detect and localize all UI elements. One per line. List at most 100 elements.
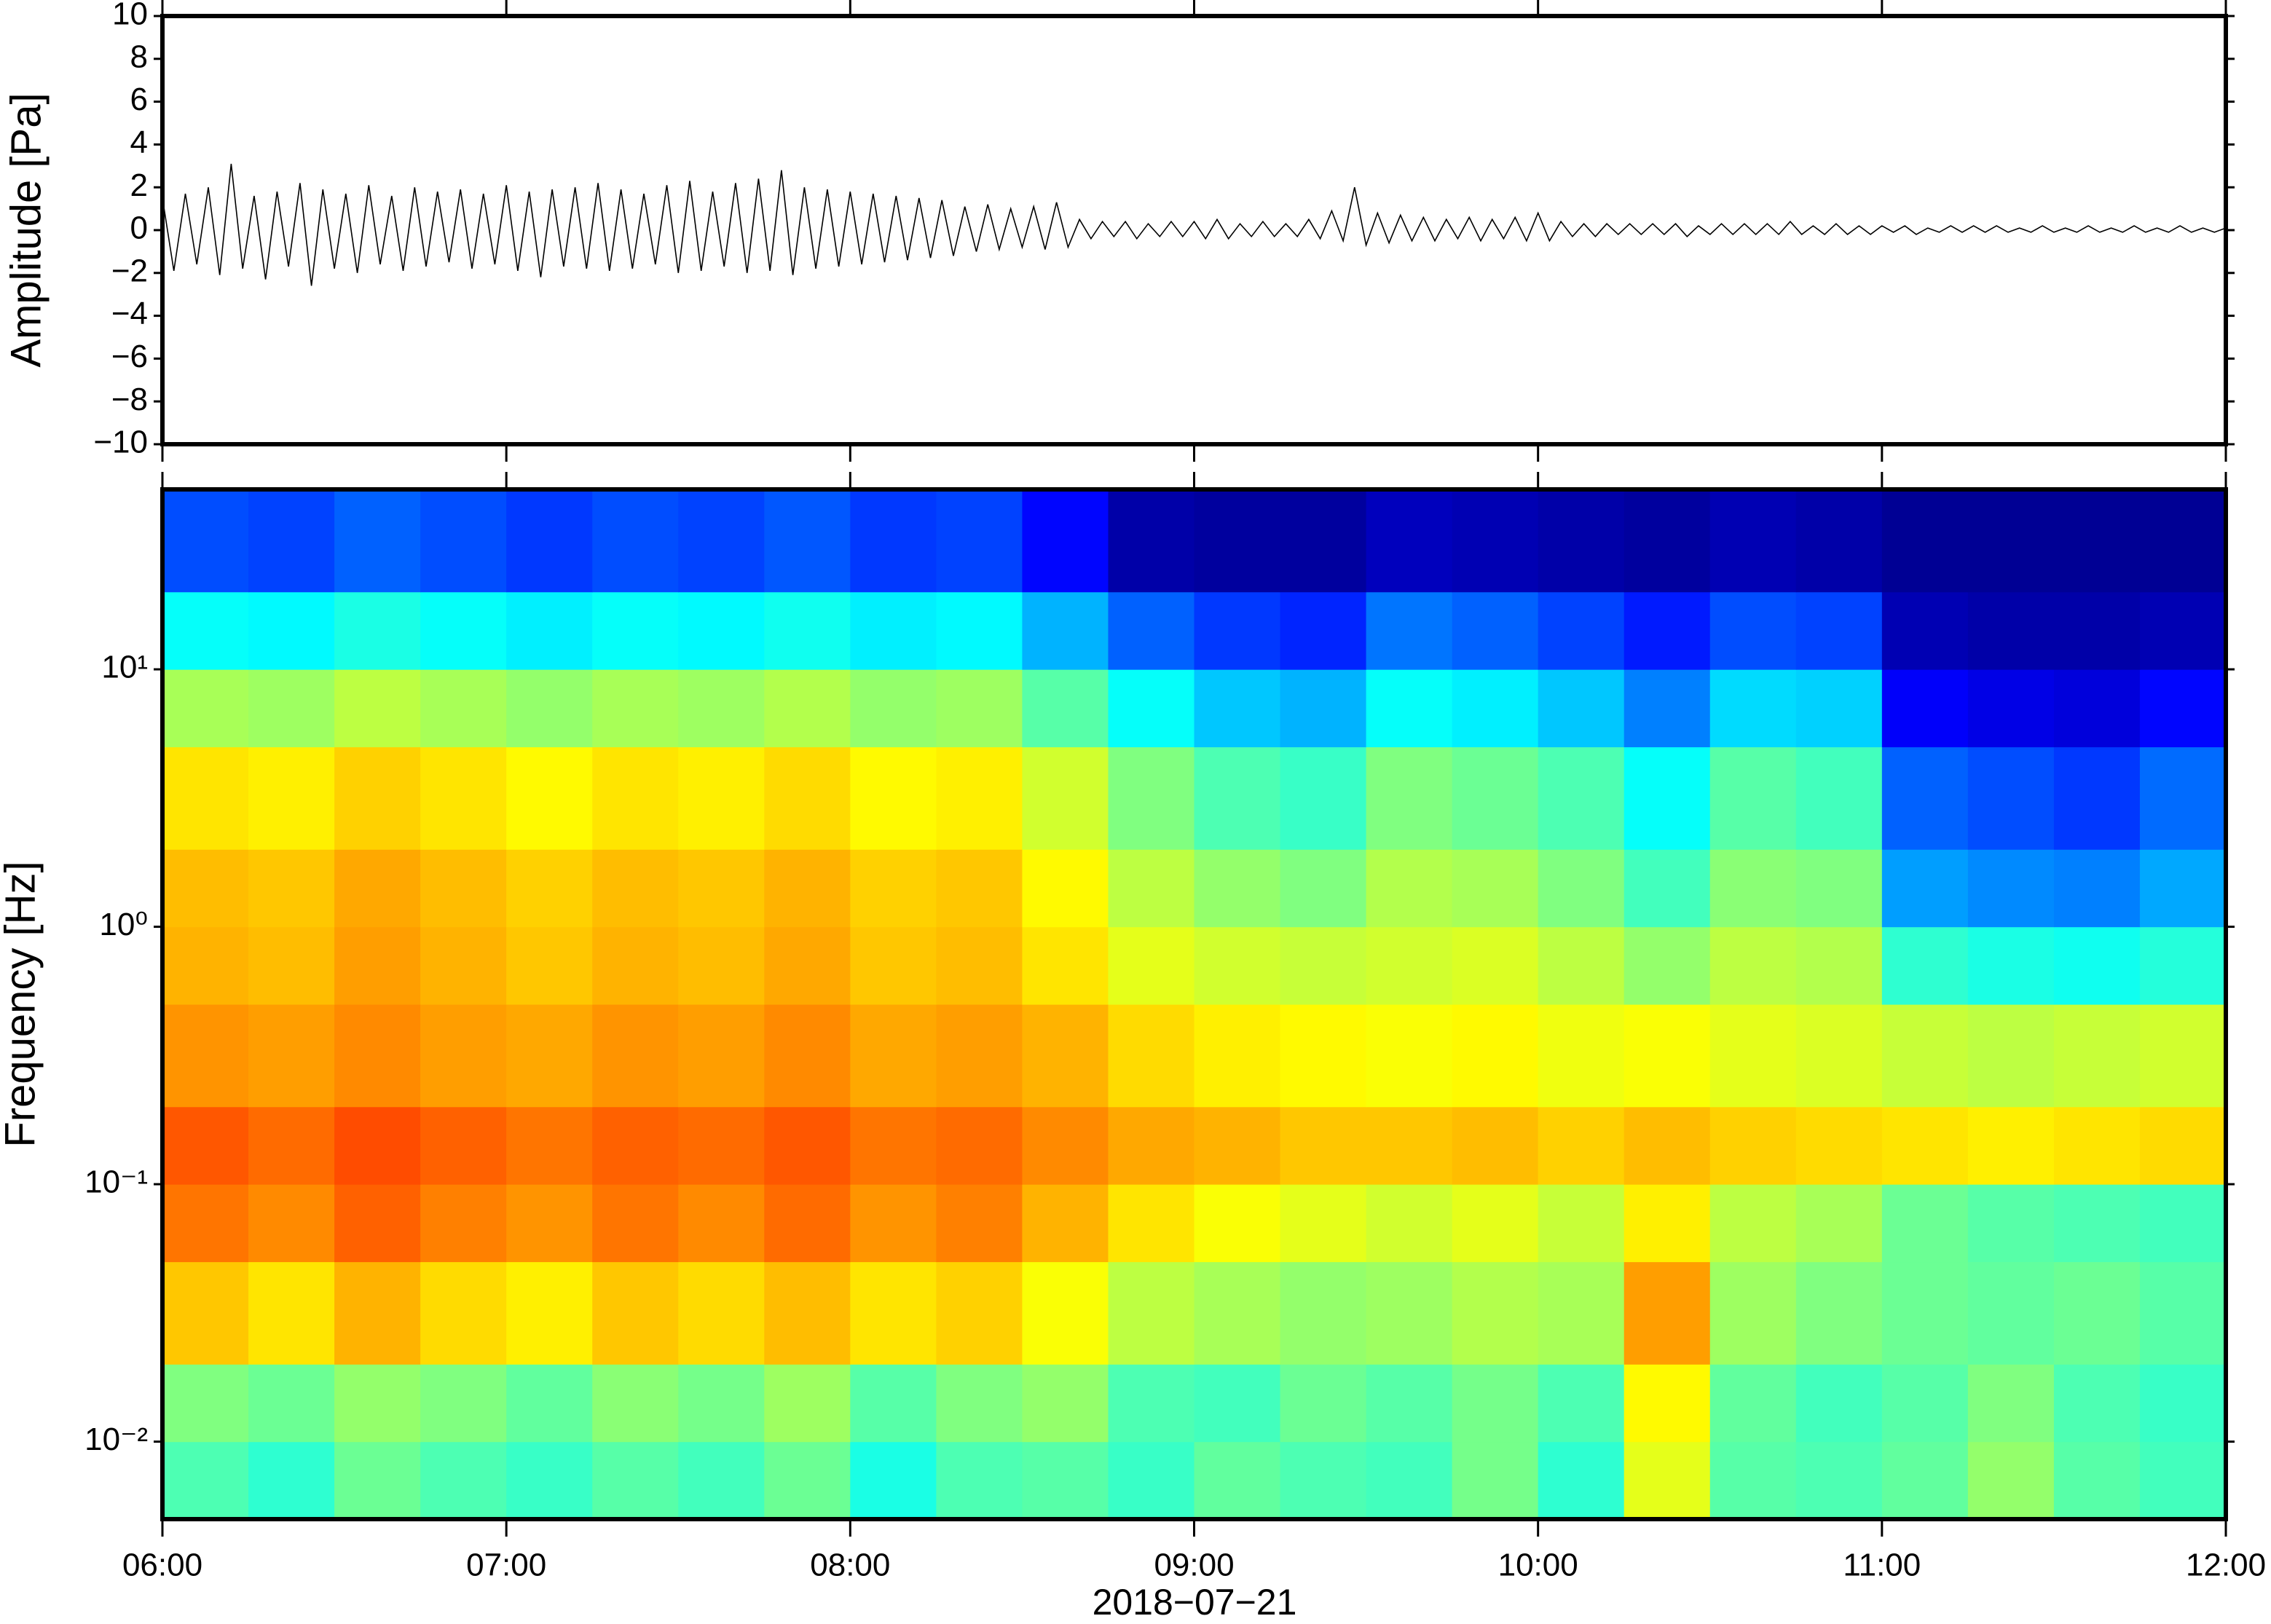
- heat-cell: [678, 669, 765, 748]
- heat-cell: [1452, 1364, 1539, 1443]
- y-tick-label: −8: [111, 382, 148, 417]
- heat-cell: [1194, 1106, 1281, 1185]
- heat-cell: [592, 669, 679, 748]
- heat-cell: [1108, 669, 1195, 748]
- heat-cell: [936, 1004, 1023, 1108]
- heat-cell: [936, 669, 1023, 748]
- heat-cell: [2139, 1004, 2226, 1108]
- heat-cell: [1194, 1441, 1281, 1519]
- heat-cell: [334, 489, 421, 593]
- heat-cell: [334, 849, 421, 928]
- heat-cell: [1623, 669, 1711, 748]
- heat-cell: [1623, 591, 1711, 670]
- heat-cell: [1538, 669, 1625, 748]
- heat-cell: [1967, 1441, 2055, 1519]
- heat-cell: [248, 1261, 335, 1365]
- heat-cell: [1366, 1004, 1453, 1108]
- heat-cell: [2139, 1106, 2226, 1185]
- y-tick-label: 10⁻¹: [84, 1164, 148, 1200]
- heat-cell: [1795, 1261, 1883, 1365]
- heat-cell: [2139, 1184, 2226, 1263]
- heat-cell: [1022, 1364, 1109, 1443]
- heat-cell: [936, 489, 1023, 593]
- heat-cell: [1623, 1184, 1711, 1263]
- heat-cell: [1881, 746, 1969, 850]
- heat-cell: [1194, 1364, 1281, 1443]
- heat-cell: [1623, 746, 1711, 850]
- heat-cell: [506, 926, 593, 1005]
- heat-cell: [334, 1184, 421, 1263]
- heat-cell: [1280, 746, 1367, 850]
- x-tick-label: 09:00: [1154, 1548, 1234, 1583]
- heat-cell: [1022, 669, 1109, 748]
- heat-cell: [2139, 849, 2226, 928]
- y-tick-label: 6: [130, 82, 148, 117]
- heat-cell: [764, 849, 851, 928]
- heat-cell: [1538, 1004, 1625, 1108]
- heat-cell: [1108, 1106, 1195, 1185]
- heat-cell: [1452, 1004, 1539, 1108]
- heat-cell: [1366, 1184, 1453, 1263]
- heat-cell: [2053, 1261, 2141, 1365]
- heat-cell: [1881, 1364, 1969, 1443]
- heat-cell: [1881, 1261, 1969, 1365]
- heat-cell: [1280, 669, 1367, 748]
- heat-cell: [1108, 926, 1195, 1005]
- heat-cell: [850, 1441, 937, 1519]
- heat-cell: [1967, 1184, 2055, 1263]
- heat-cell: [1623, 926, 1711, 1005]
- heat-cell: [420, 669, 507, 748]
- heat-cell: [764, 1364, 851, 1443]
- heat-cell: [678, 1184, 765, 1263]
- heat-cell: [1452, 926, 1539, 1005]
- heat-cell: [334, 669, 421, 748]
- heat-cell: [162, 926, 249, 1005]
- heat-cell: [2053, 849, 2141, 928]
- heat-cell: [1280, 1261, 1367, 1365]
- heat-cell: [2053, 1364, 2141, 1443]
- heat-cell: [1108, 1441, 1195, 1519]
- y-tick-label: −2: [111, 253, 148, 288]
- heat-cell: [1623, 849, 1711, 928]
- heat-cell: [1194, 489, 1281, 593]
- heat-cell: [334, 591, 421, 670]
- heat-cell: [162, 1261, 249, 1365]
- heat-cell: [1538, 849, 1625, 928]
- heat-cell: [506, 669, 593, 748]
- plot-frame: [160, 14, 2228, 446]
- heat-cell: [850, 926, 937, 1005]
- heat-cell: [764, 669, 851, 748]
- heat-cell: [764, 1106, 851, 1185]
- heat-cell: [2139, 489, 2226, 593]
- axes: 10 8 6 4 2 0 −2 −4 −6 −8 −10 10¹ 10⁰ 10⁻¹ 10⁻² 06:00 07:…: [84, 0, 2266, 1583]
- heat-cell: [1881, 849, 1969, 928]
- heat-cell: [1881, 489, 1969, 593]
- y-tick-label: −6: [111, 339, 148, 374]
- heat-cell: [248, 746, 335, 850]
- heat-cell: [1538, 1184, 1625, 1263]
- heat-cell: [592, 926, 679, 1005]
- heat-cell: [506, 1441, 593, 1519]
- heat-cell: [936, 1184, 1023, 1263]
- heat-cell: [162, 489, 249, 593]
- heat-cell: [1881, 1184, 1969, 1263]
- heat-cell: [1022, 1106, 1109, 1185]
- heat-cell: [1194, 669, 1281, 748]
- heat-cell: [1881, 926, 1969, 1005]
- heat-cell: [1280, 926, 1367, 1005]
- heat-cell: [1709, 1441, 1797, 1519]
- heat-cell: [764, 591, 851, 670]
- heat-cell: [334, 1106, 421, 1185]
- heat-cell: [2053, 1004, 2141, 1108]
- heat-cell: [1795, 1106, 1883, 1185]
- heat-cell: [1881, 591, 1969, 670]
- heat-cell: [1967, 1261, 2055, 1365]
- heat-cell: [1366, 669, 1453, 748]
- heat-cell: [2053, 1106, 2141, 1185]
- heat-cell: [1967, 849, 2055, 928]
- heat-cell: [1452, 489, 1539, 593]
- heat-cell: [334, 926, 421, 1005]
- heat-cell: [1452, 849, 1539, 928]
- heat-cell: [936, 1261, 1023, 1365]
